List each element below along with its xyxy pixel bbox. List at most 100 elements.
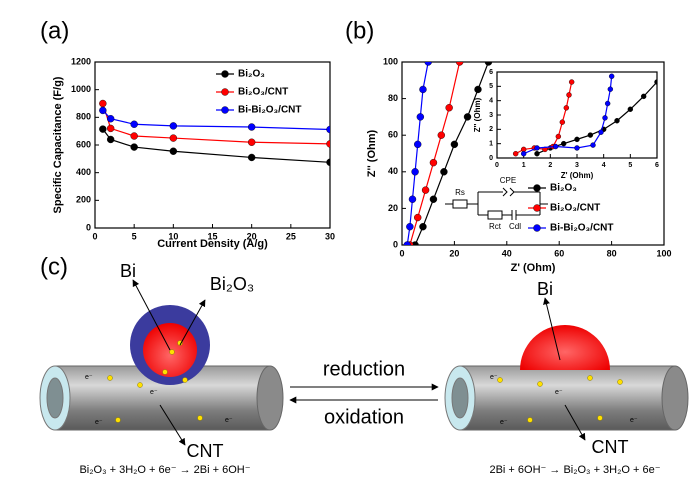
legend-marker	[221, 106, 229, 114]
y-tick-label: 400	[76, 167, 91, 177]
y-tick-label: 1	[489, 141, 493, 148]
y-tick-label: 4	[489, 98, 493, 105]
label: Bi	[537, 279, 553, 299]
label: reduction	[323, 358, 405, 380]
data-point	[608, 73, 615, 80]
data-point	[574, 145, 580, 151]
electron-label: e⁻	[225, 417, 233, 424]
data-point	[169, 122, 178, 130]
y-tick-label: 0	[86, 222, 91, 232]
data-point	[602, 115, 608, 121]
data-point	[560, 140, 567, 147]
plot-frame	[496, 71, 658, 159]
x-tick-label: 60	[554, 248, 564, 258]
plot-frame	[401, 61, 665, 246]
legend-marker	[221, 70, 229, 78]
legend-marker	[533, 184, 541, 192]
legend-marker	[221, 88, 229, 96]
y-axis-label: Z'' (Ohm)	[473, 97, 482, 132]
legend-label: Bi₂O₃	[238, 69, 265, 80]
y-tick-label: 5	[489, 83, 493, 90]
series-line	[406, 62, 429, 245]
x-tick-label: 100	[656, 248, 671, 258]
electron-label: e⁻	[85, 374, 93, 381]
data-point	[326, 140, 330, 148]
data-point	[463, 113, 472, 121]
label: Bi	[120, 261, 136, 281]
x-tick-label: 80	[607, 248, 617, 258]
x-tick-label: 1	[522, 162, 526, 169]
circuit-label: CPE	[500, 176, 516, 185]
data-point	[99, 125, 107, 133]
x-tick-label: 10	[168, 231, 178, 241]
data-point	[408, 195, 417, 203]
panel-label: (b)	[345, 17, 374, 44]
x-tick-label: 2	[548, 162, 552, 169]
electron-label: e⁻	[555, 389, 563, 396]
x-axis-label: Z' (Ohm)	[511, 262, 556, 274]
y-tick-label: 80	[388, 93, 398, 103]
x-tick-label: 6	[655, 162, 659, 169]
y-tick-label: 1000	[71, 84, 91, 94]
equation: 2Bi + 6OH⁻ → Bi₂O₃ + 3H₂O + 6e⁻	[489, 464, 660, 476]
data-point	[450, 140, 459, 149]
legend-label: Bi₂O₃/CNT	[238, 87, 288, 98]
electron-label: e⁻	[150, 389, 158, 396]
legend-marker	[533, 224, 541, 232]
y-tick-label: 0	[489, 155, 493, 162]
circuit-label: Rct	[489, 222, 502, 231]
y-tick-label: 0	[393, 239, 398, 249]
data-point	[414, 213, 422, 222]
series-group	[403, 62, 493, 245]
label: oxidation	[324, 406, 404, 428]
data-point	[627, 106, 634, 112]
electron-labels: e⁻ e⁻ e⁻ e⁻ e⁻ e⁻ e⁻ e⁻	[85, 374, 638, 426]
data-point	[563, 105, 570, 111]
data-point	[106, 124, 115, 133]
y-tick-label: 600	[76, 139, 91, 149]
data-point	[424, 62, 432, 66]
x-tick-label: 5	[628, 162, 632, 169]
data-point	[106, 115, 115, 123]
x-axis-label: Z' (Ohm)	[561, 171, 594, 180]
legend-label: Bi-Bi₂O₃/CNT	[550, 223, 614, 234]
data-point	[421, 186, 430, 194]
x-tick-label: 40	[502, 248, 512, 258]
legend-marker	[533, 204, 541, 212]
legend-label: Bi₂O₃/CNT	[550, 203, 600, 214]
label: CNT	[187, 441, 224, 461]
x-tick-label: 4	[602, 162, 606, 169]
y-tick-label: 3	[489, 112, 493, 119]
electron-dots	[107, 340, 623, 423]
y-tick-label: 20	[388, 203, 398, 213]
series-line	[523, 76, 613, 155]
y-tick-label: 1200	[71, 56, 91, 66]
x-tick-label: 20	[449, 248, 459, 258]
x-tick-label: 20	[247, 231, 257, 241]
pointer-arrows	[132, 279, 586, 446]
panel-label: (a)	[40, 17, 69, 44]
panel-label: (c)	[40, 253, 68, 280]
data-point	[552, 143, 559, 150]
label: CNT	[592, 437, 629, 457]
data-point	[169, 147, 178, 155]
data-point	[440, 168, 448, 176]
data-point	[534, 150, 540, 157]
x-tick-label: 0	[495, 162, 499, 169]
data-point	[568, 79, 575, 85]
y-axis-label: Specific Capacitance (F/g)	[52, 76, 64, 213]
x-tick-label: 3	[575, 162, 579, 169]
data-point	[99, 99, 107, 108]
data-point	[130, 132, 138, 140]
circuit	[445, 187, 548, 220]
data-point	[419, 222, 427, 231]
data-point	[130, 120, 138, 128]
data-point	[654, 79, 657, 85]
y-tick-label: 60	[388, 130, 398, 140]
data-point	[414, 140, 422, 149]
x-tick-label: 30	[325, 231, 335, 241]
data-point	[520, 150, 527, 157]
series-group	[512, 73, 657, 157]
data-point	[130, 143, 138, 151]
